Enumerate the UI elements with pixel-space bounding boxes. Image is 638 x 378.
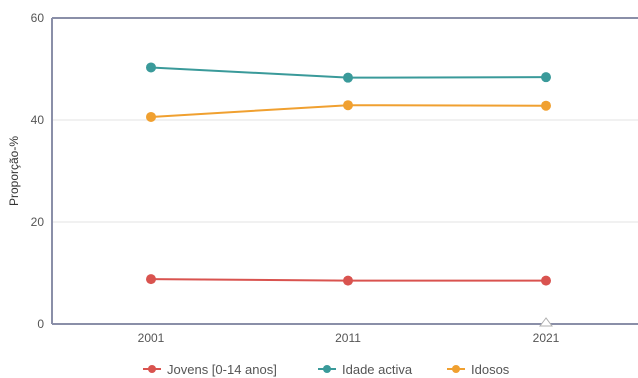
x-tick-labels: 2001 2011 2021 [138,331,560,345]
data-point[interactable] [146,111,156,122]
x-tick-label: 2001 [138,331,165,345]
y-tick-label: 0 [37,317,44,331]
y-tick-label: 60 [31,11,45,25]
gridlines [52,119,638,223]
data-point[interactable] [541,100,551,111]
data-point[interactable] [343,275,353,286]
data-point[interactable] [146,62,156,73]
x-axis-marker [539,317,553,327]
legend-swatch-dot [452,365,460,373]
y-tick-label: 20 [31,215,45,229]
series-group [146,62,551,286]
legend-item-label[interactable]: Idade activa [342,362,413,377]
y-tick-labels: 0 20 40 60 [31,11,45,331]
y-tick-label: 40 [31,113,45,127]
legend-item-label[interactable]: Idosos [471,362,510,377]
data-point[interactable] [541,72,551,83]
x-tick-label: 2021 [533,331,560,345]
y-axis-label: Proporção-% [7,136,21,206]
legend: Jovens [0-14 anos] Idade activa Idosos [143,362,510,377]
legend-swatch-dot [323,365,331,373]
legend-item-label[interactable]: Jovens [0-14 anos] [167,362,277,377]
data-point[interactable] [343,72,353,83]
data-point[interactable] [146,274,156,285]
data-point[interactable] [343,100,353,111]
x-tick-label: 2011 [335,331,361,345]
data-point[interactable] [541,275,551,286]
legend-swatch-dot [148,365,156,373]
